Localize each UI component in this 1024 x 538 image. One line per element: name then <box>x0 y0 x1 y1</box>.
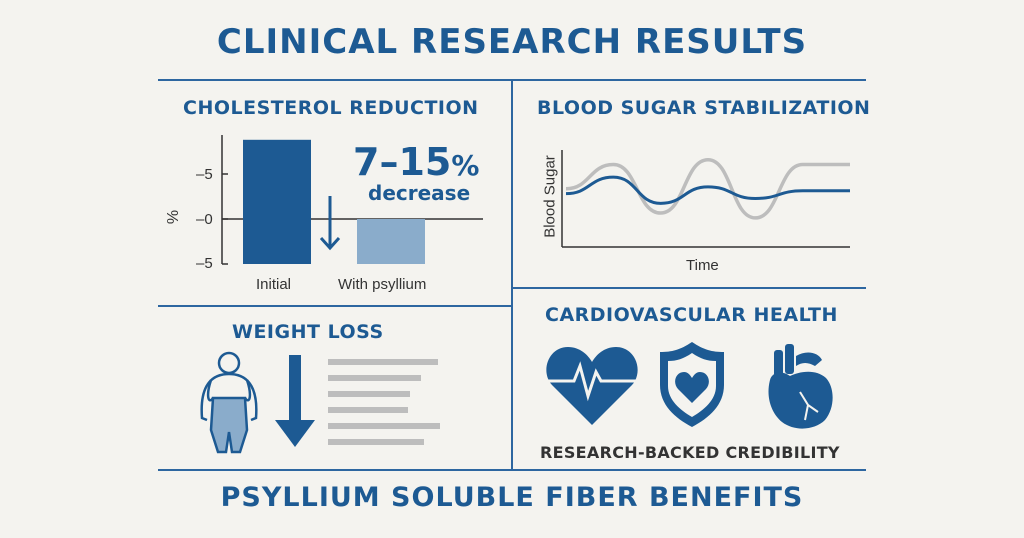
heart-pulse-icon <box>546 347 638 425</box>
cholesterol-heading: CHOLESTEROL REDUCTION <box>183 97 479 119</box>
tick-label: –5 <box>196 166 213 183</box>
series-line-2 <box>565 175 850 205</box>
divider-right-middle <box>512 287 866 289</box>
down-arrow-icon <box>275 355 315 447</box>
divider-vertical <box>511 80 513 471</box>
footer-title: PSYLLIUM SOLUBLE FIBER BENEFITS <box>220 482 804 513</box>
bar-with-psyllium <box>357 219 425 264</box>
reduction-unit: % <box>451 149 480 182</box>
bar-initial <box>243 139 311 264</box>
anatomical-heart-icon <box>768 344 833 429</box>
reduction-value: 7–15% <box>353 140 479 184</box>
placeholder-line <box>328 391 410 397</box>
placeholder-line <box>328 407 408 413</box>
series-line-1 <box>565 157 850 220</box>
shield-heart-icon <box>660 342 724 427</box>
tick-label: –5 <box>196 255 213 272</box>
divider-bottom <box>158 469 866 471</box>
x-label-initial: Initial <box>256 276 292 293</box>
blood-sugar-x-label: Time <box>686 257 719 274</box>
placeholder-line <box>328 375 421 381</box>
page-title: CLINICAL RESEARCH RESULTS <box>216 22 808 62</box>
x-label-with-psyllium: With psyllium <box>338 276 427 293</box>
blood-sugar-heading: BLOOD SUGAR STABILIZATION <box>537 97 871 119</box>
placeholder-line <box>328 423 440 429</box>
weight-loss-heading: WEIGHT LOSS <box>232 321 384 343</box>
text-placeholder-lines <box>328 359 440 445</box>
reduction-range: 7–15 <box>353 140 452 184</box>
divider-left-middle <box>158 305 512 307</box>
tick-label: –0 <box>196 211 213 228</box>
decrease-arrow-head <box>319 236 341 251</box>
reduction-caption: decrease <box>368 181 471 205</box>
cardio-caption: RESEARCH-BACKED CREDIBILITY <box>540 443 840 462</box>
cardio-heading: CARDIOVASCULAR HEALTH <box>545 304 838 326</box>
placeholder-line <box>328 439 424 445</box>
placeholder-line <box>328 359 438 365</box>
person-icon <box>200 351 258 454</box>
